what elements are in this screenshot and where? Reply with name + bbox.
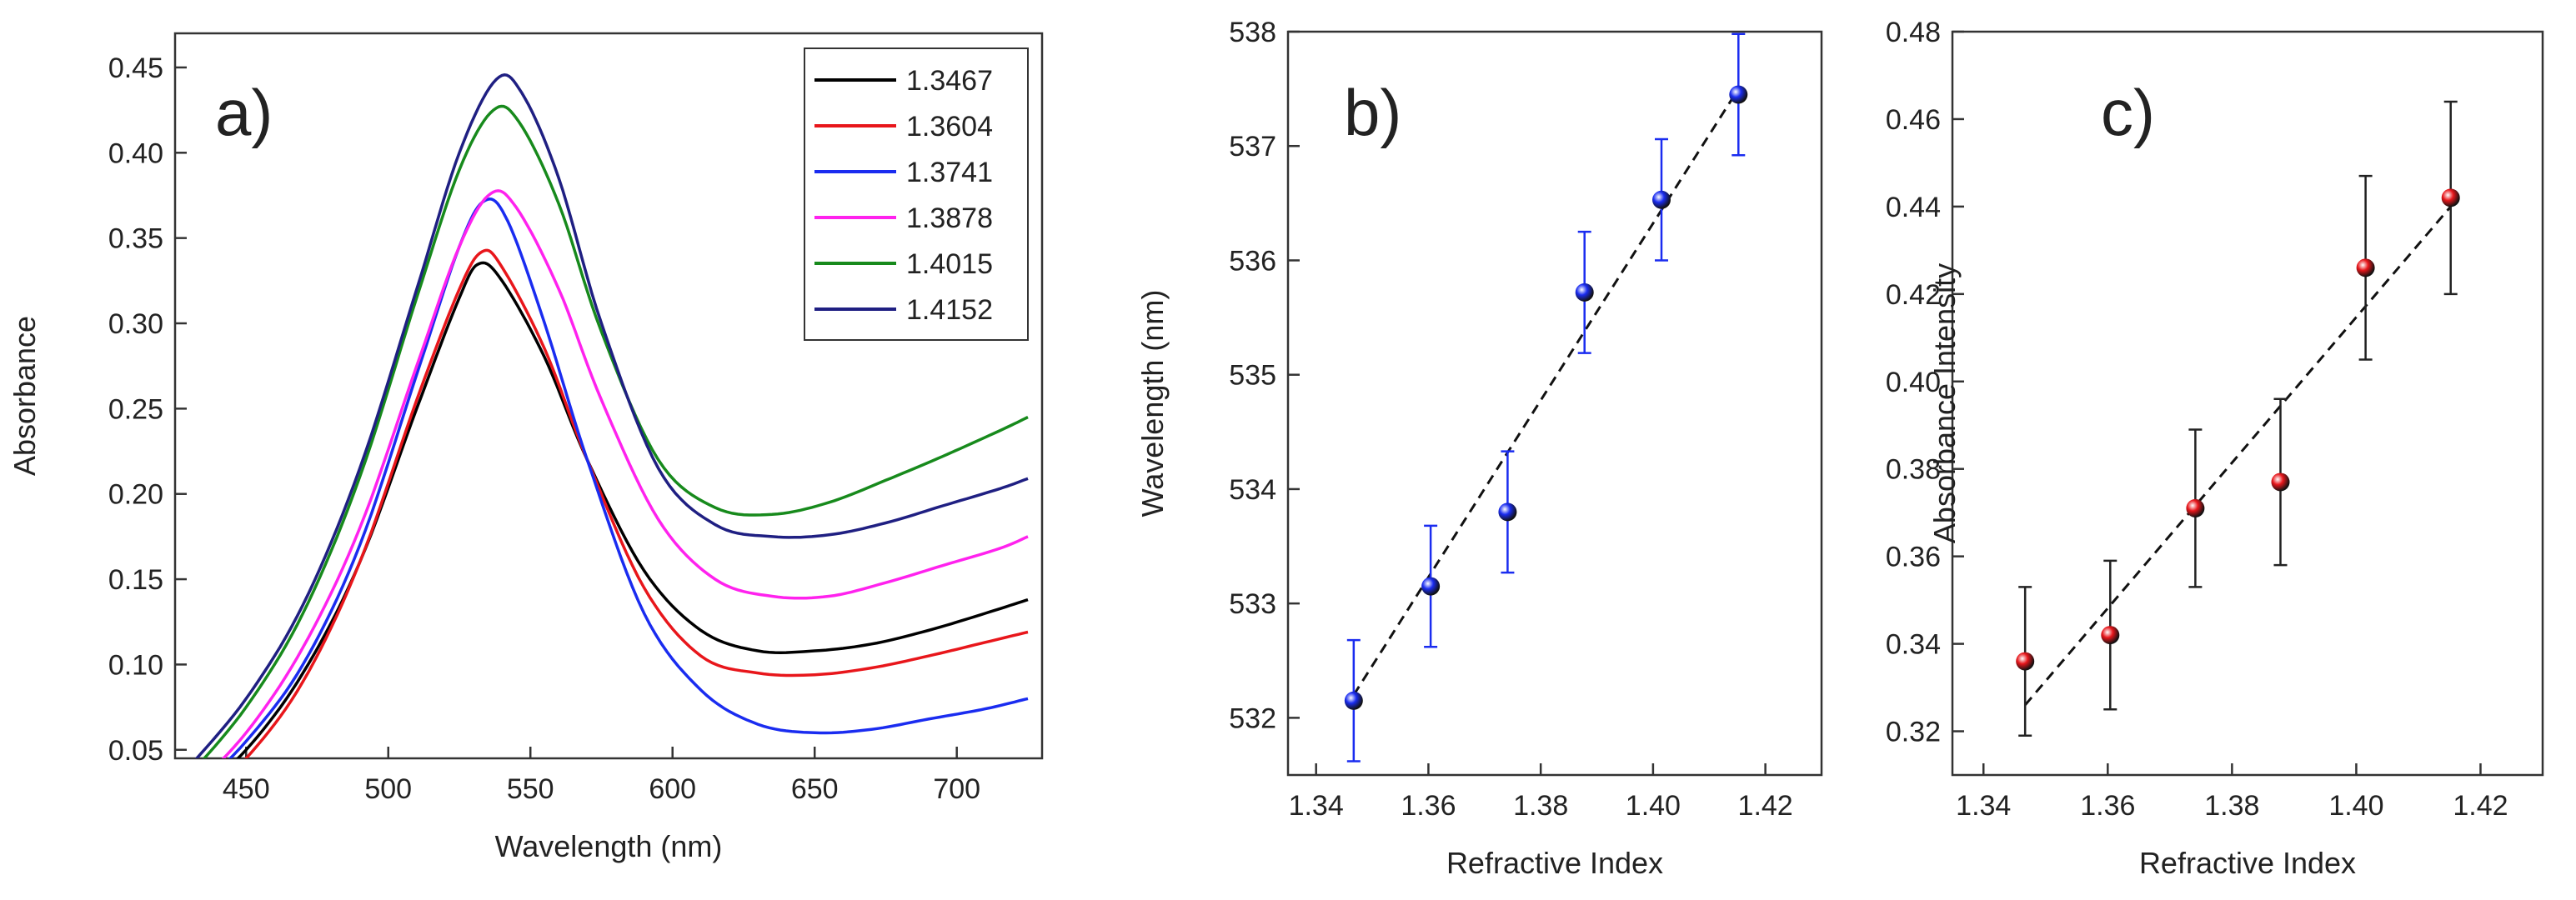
legend-label: 1.3604 [906,111,993,142]
x-axis-label: Wavelength (nm) [495,829,723,863]
y-tick-label: 0.36 [1886,542,1941,573]
data-point [1729,85,1748,104]
series-line-1.3604 [243,248,1029,758]
y-tick-label: 534 [1229,474,1276,506]
legend-box [804,48,1029,341]
data-point [2101,626,2120,645]
legend-label: 1.3878 [906,202,993,234]
x-axis-label: Refractive Index [1446,846,1663,880]
panel-label-a: a) [215,76,273,149]
y-tick-label: 535 [1229,360,1276,392]
y-tick-label: 0.42 [1886,279,1941,311]
legend-label: 1.4015 [906,248,993,280]
series-line-1.4152 [194,73,1029,758]
y-tick-label: 0.40 [1886,367,1941,398]
series-group [194,73,1029,758]
x-tick-label: 1.34 [1289,790,1344,822]
y-axis-label: Absorbance [8,316,42,476]
y-tick-label: 0.38 [1886,454,1941,486]
data-point [2186,498,2205,518]
x-tick-label: 1.36 [1401,790,1456,822]
y-tick-label: 0.15 [108,564,163,596]
data-point [2356,258,2375,278]
fit-line [2024,205,2452,707]
y-tick-label: 538 [1229,17,1276,48]
y-tick-label: 0.30 [108,308,163,340]
legend-label: 1.3741 [906,157,993,188]
y-tick-label: 0.05 [108,735,163,767]
y-axis-label: Absorbance Intensity [1927,263,1962,543]
y-tick-label: 0.46 [1886,104,1941,136]
x-tick-label: 650 [791,773,839,805]
y-tick-label: 0.10 [108,649,163,681]
y-tick-label: 0.34 [1886,629,1941,661]
x-tick-label: 1.40 [1626,790,1681,822]
data-point [1575,282,1594,302]
data-point [1498,502,1517,522]
data-point [2441,188,2460,208]
panel-b-wavelength-vs-index: 1.34 1.36 1.38 1.40 1.42 532 533 534 535 536 537 53… [1135,17,1823,880]
panel-label: c) [2101,76,2155,149]
y-tick-label: 0.48 [1886,17,1941,48]
y-tick-label: 0.44 [1886,192,1941,223]
y-tick-label: 0.35 [108,223,163,255]
y-tick-label: 0.20 [108,479,163,511]
y-tick-label: 533 [1229,588,1276,620]
x-tick-label: 1.42 [1738,790,1793,822]
data-point [1652,190,1671,209]
plot-frame [173,32,1044,760]
x-tick-label: 600 [649,773,696,805]
y-axis-label: Wavelength (nm) [1135,290,1170,518]
x-tick-label: 1.38 [1513,790,1568,822]
fit-line [1352,88,1740,696]
x-tick-label: 1.40 [2328,790,2383,822]
series-line-1.3741 [228,198,1029,758]
y-tick-label: 536 [1229,245,1276,277]
x-tick-label: 700 [933,773,980,805]
x-tick-label: 550 [507,773,554,805]
legend-label: 1.4152 [906,294,993,326]
y-tick-label: 0.40 [108,138,163,169]
plot-frame [1951,30,2544,777]
x-tick-label: 450 [223,773,270,805]
y-tick-label: 0.25 [108,393,163,425]
series-line-1.4015 [202,104,1029,758]
y-tick-label: 537 [1229,131,1276,162]
panel-label: b) [1344,76,1401,149]
x-tick-label: 1.38 [2204,790,2259,822]
series-line-1.3878 [221,189,1029,758]
panel-a-absorbance-spectra: 450 500 550 600 650 700 0.05 0.10 0.15 0.20 0.25 0.… [8,32,1044,863]
data-point [1344,691,1363,710]
y-tick-label: 532 [1229,702,1276,734]
plot-frame [1286,30,1823,777]
data-point [1421,577,1441,596]
data-point [2271,472,2290,492]
x-tick-label: 1.34 [1956,790,2011,822]
panel-c-intensity-vs-index: 1.34 1.36 1.38 1.40 1.42 0.32 0.34 0.36 0.38 0.40… [1886,17,2544,880]
y-tick-label: 0.32 [1886,717,1941,748]
y-tick-label: 0.45 [108,52,163,84]
data-point [2016,652,2035,671]
legend-label: 1.3467 [906,65,993,97]
x-axis-label: Refractive Index [2139,846,2356,880]
x-tick-label: 1.36 [2080,790,2135,822]
x-tick-label: 500 [364,773,412,805]
x-tick-label: 1.42 [2453,790,2508,822]
